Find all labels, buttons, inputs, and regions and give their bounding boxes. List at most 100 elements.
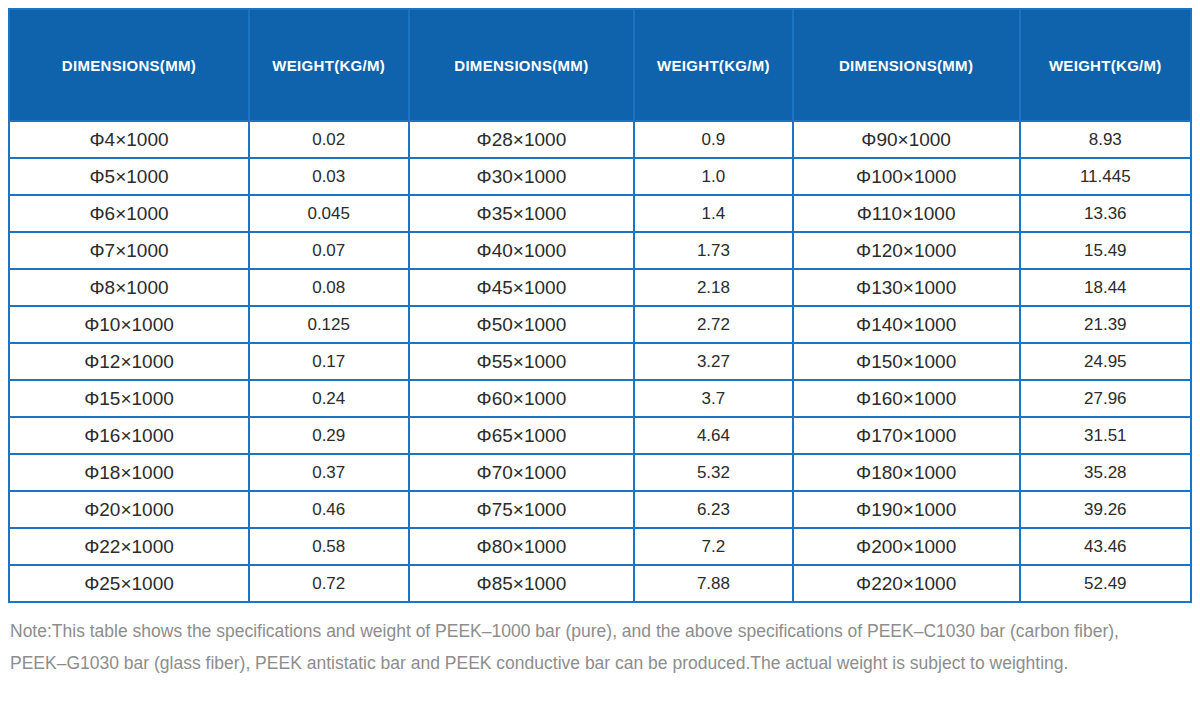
dimension-cell: Φ170×1000 bbox=[793, 417, 1020, 454]
dimension-cell: Φ100×1000 bbox=[793, 158, 1020, 195]
weight-cell: 0.29 bbox=[249, 417, 409, 454]
weight-cell: 21.39 bbox=[1020, 306, 1191, 343]
dimension-cell: Φ16×1000 bbox=[9, 417, 249, 454]
weight-cell: 7.88 bbox=[634, 565, 792, 602]
weight-cell: 0.9 bbox=[634, 121, 792, 158]
weight-cell: 24.95 bbox=[1020, 343, 1191, 380]
weight-cell: 0.02 bbox=[249, 121, 409, 158]
dimension-cell: Φ6×1000 bbox=[9, 195, 249, 232]
weight-cell: 0.37 bbox=[249, 454, 409, 491]
weight-cell: 0.58 bbox=[249, 528, 409, 565]
dimension-cell: Φ12×1000 bbox=[9, 343, 249, 380]
table-row: Φ10×10000.125Φ50×10002.72Φ140×100021.39 bbox=[9, 306, 1191, 343]
header-weight-2: WEIGHT(KG/M) bbox=[634, 9, 792, 121]
header-dimensions-1: DIMENSIONS(MM) bbox=[9, 9, 249, 121]
dimension-cell: Φ120×1000 bbox=[793, 232, 1020, 269]
dimension-cell: Φ20×1000 bbox=[9, 491, 249, 528]
dimension-cell: Φ25×1000 bbox=[9, 565, 249, 602]
weight-cell: 5.32 bbox=[634, 454, 792, 491]
weight-cell: 1.4 bbox=[634, 195, 792, 232]
dimension-cell: Φ45×1000 bbox=[409, 269, 635, 306]
dimension-cell: Φ200×1000 bbox=[793, 528, 1020, 565]
dimension-cell: Φ40×1000 bbox=[409, 232, 635, 269]
table-row: Φ18×10000.37Φ70×10005.32Φ180×100035.28 bbox=[9, 454, 1191, 491]
dimension-cell: Φ110×1000 bbox=[793, 195, 1020, 232]
dimension-cell: Φ85×1000 bbox=[409, 565, 635, 602]
weight-cell: 6.23 bbox=[634, 491, 792, 528]
weight-cell: 1.73 bbox=[634, 232, 792, 269]
dimension-cell: Φ10×1000 bbox=[9, 306, 249, 343]
dimension-cell: Φ28×1000 bbox=[409, 121, 635, 158]
table-row: Φ7×10000.07Φ40×10001.73Φ120×100015.49 bbox=[9, 232, 1191, 269]
table-row: Φ12×10000.17Φ55×10003.27Φ150×100024.95 bbox=[9, 343, 1191, 380]
dimension-cell: Φ55×1000 bbox=[409, 343, 635, 380]
table-row: Φ5×10000.03Φ30×10001.0Φ100×100011.445 bbox=[9, 158, 1191, 195]
dimension-cell: Φ190×1000 bbox=[793, 491, 1020, 528]
dimension-cell: Φ5×1000 bbox=[9, 158, 249, 195]
dimension-cell: Φ15×1000 bbox=[9, 380, 249, 417]
table-row: Φ6×10000.045Φ35×10001.4Φ110×100013.36 bbox=[9, 195, 1191, 232]
weight-cell: 1.0 bbox=[634, 158, 792, 195]
weight-cell: 7.2 bbox=[634, 528, 792, 565]
weight-cell: 3.27 bbox=[634, 343, 792, 380]
dimension-cell: Φ90×1000 bbox=[793, 121, 1020, 158]
dimension-cell: Φ140×1000 bbox=[793, 306, 1020, 343]
weight-cell: 39.26 bbox=[1020, 491, 1191, 528]
dimension-cell: Φ220×1000 bbox=[793, 565, 1020, 602]
dimension-cell: Φ50×1000 bbox=[409, 306, 635, 343]
weight-cell: 0.07 bbox=[249, 232, 409, 269]
weight-cell: 27.96 bbox=[1020, 380, 1191, 417]
weight-cell: 15.49 bbox=[1020, 232, 1191, 269]
dimension-cell: Φ65×1000 bbox=[409, 417, 635, 454]
weight-cell: 43.46 bbox=[1020, 528, 1191, 565]
dimension-cell: Φ80×1000 bbox=[409, 528, 635, 565]
weight-cell: 52.49 bbox=[1020, 565, 1191, 602]
weight-cell: 0.125 bbox=[249, 306, 409, 343]
table-row: Φ20×10000.46Φ75×10006.23Φ190×100039.26 bbox=[9, 491, 1191, 528]
dimension-cell: Φ75×1000 bbox=[409, 491, 635, 528]
dimension-cell: Φ18×1000 bbox=[9, 454, 249, 491]
table-row: Φ25×10000.72Φ85×10007.88Φ220×100052.49 bbox=[9, 565, 1191, 602]
weight-cell: 35.28 bbox=[1020, 454, 1191, 491]
weight-cell: 0.045 bbox=[249, 195, 409, 232]
dimension-cell: Φ7×1000 bbox=[9, 232, 249, 269]
weight-cell: 2.72 bbox=[634, 306, 792, 343]
table-body: Φ4×10000.02Φ28×10000.9Φ90×10008.93Φ5×100… bbox=[9, 121, 1191, 602]
header-weight-1: WEIGHT(KG/M) bbox=[249, 9, 409, 121]
table-header-row: DIMENSIONS(MM) WEIGHT(KG/M) DIMENSIONS(M… bbox=[9, 9, 1191, 121]
table-row: Φ16×10000.29Φ65×10004.64Φ170×100031.51 bbox=[9, 417, 1191, 454]
dimension-cell: Φ8×1000 bbox=[9, 269, 249, 306]
dimension-cell: Φ150×1000 bbox=[793, 343, 1020, 380]
table-row: Φ4×10000.02Φ28×10000.9Φ90×10008.93 bbox=[9, 121, 1191, 158]
dimension-cell: Φ60×1000 bbox=[409, 380, 635, 417]
dimension-cell: Φ180×1000 bbox=[793, 454, 1020, 491]
header-dimensions-3: DIMENSIONS(MM) bbox=[793, 9, 1020, 121]
page-container: DIMENSIONS(MM) WEIGHT(KG/M) DIMENSIONS(M… bbox=[0, 0, 1200, 679]
weight-cell: 11.445 bbox=[1020, 158, 1191, 195]
header-weight-3: WEIGHT(KG/M) bbox=[1020, 9, 1191, 121]
dimension-cell: Φ30×1000 bbox=[409, 158, 635, 195]
peek-bar-weight-table: DIMENSIONS(MM) WEIGHT(KG/M) DIMENSIONS(M… bbox=[8, 8, 1192, 603]
header-dimensions-2: DIMENSIONS(MM) bbox=[409, 9, 635, 121]
dimension-cell: Φ35×1000 bbox=[409, 195, 635, 232]
weight-cell: 13.36 bbox=[1020, 195, 1191, 232]
weight-cell: 18.44 bbox=[1020, 269, 1191, 306]
weight-cell: 8.93 bbox=[1020, 121, 1191, 158]
note-line-2: PEEK–G1030 bar (glass fiber), PEEK antis… bbox=[10, 653, 1068, 673]
weight-cell: 0.24 bbox=[249, 380, 409, 417]
weight-cell: 4.64 bbox=[634, 417, 792, 454]
dimension-cell: Φ4×1000 bbox=[9, 121, 249, 158]
table-row: Φ22×10000.58Φ80×10007.2Φ200×100043.46 bbox=[9, 528, 1191, 565]
dimension-cell: Φ130×1000 bbox=[793, 269, 1020, 306]
note-line-1: Note:This table shows the specifications… bbox=[10, 621, 1119, 641]
table-row: Φ8×10000.08Φ45×10002.18Φ130×100018.44 bbox=[9, 269, 1191, 306]
weight-cell: 31.51 bbox=[1020, 417, 1191, 454]
dimension-cell: Φ160×1000 bbox=[793, 380, 1020, 417]
dimension-cell: Φ70×1000 bbox=[409, 454, 635, 491]
table-row: Φ15×10000.24Φ60×10003.7Φ160×100027.96 bbox=[9, 380, 1191, 417]
note: Note:This table shows the specifications… bbox=[10, 616, 1190, 679]
weight-cell: 0.72 bbox=[249, 565, 409, 602]
weight-cell: 0.03 bbox=[249, 158, 409, 195]
weight-cell: 0.46 bbox=[249, 491, 409, 528]
weight-cell: 3.7 bbox=[634, 380, 792, 417]
